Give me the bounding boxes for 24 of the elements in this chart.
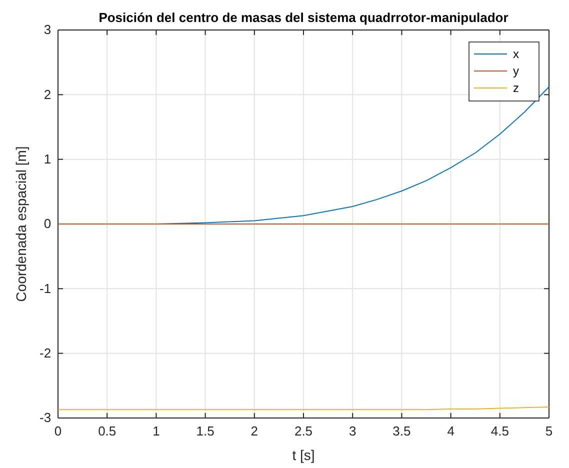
x-tick-label: 0.5 xyxy=(98,423,116,438)
y-tick-label: 3 xyxy=(44,22,52,38)
x-tick-label: 1.5 xyxy=(196,423,214,438)
x-tick-label: 0 xyxy=(54,423,62,438)
x-tick-label: 3 xyxy=(348,423,356,438)
y-tick-label: -2 xyxy=(40,345,52,360)
x-tick-label: 2.5 xyxy=(294,423,313,438)
y-tick-label: 1 xyxy=(44,151,52,166)
x-tick-label: 2 xyxy=(250,423,258,438)
legend-label: x xyxy=(513,47,519,61)
chart-title: Posición del centro de masas del sistema quadrrotor-manipulador xyxy=(98,10,508,25)
legend-label: y xyxy=(513,64,519,78)
x-tick-label: 4 xyxy=(447,423,454,438)
y-axis-title: Coordenada espacial [m] xyxy=(13,146,29,302)
legend-label: z xyxy=(513,81,519,95)
x-tick-label: 5 xyxy=(545,423,553,438)
x-tick-label: 3.5 xyxy=(392,423,411,438)
x-tick-label: 4.5 xyxy=(490,423,509,438)
y-tick-label: 0 xyxy=(44,216,52,232)
x-tick-label: 1 xyxy=(152,423,160,438)
x-axis-title: t [s] xyxy=(292,447,315,463)
y-tick-label: -3 xyxy=(40,410,52,426)
y-tick-label: -1 xyxy=(40,280,52,296)
y-tick-label: 2 xyxy=(44,86,52,102)
